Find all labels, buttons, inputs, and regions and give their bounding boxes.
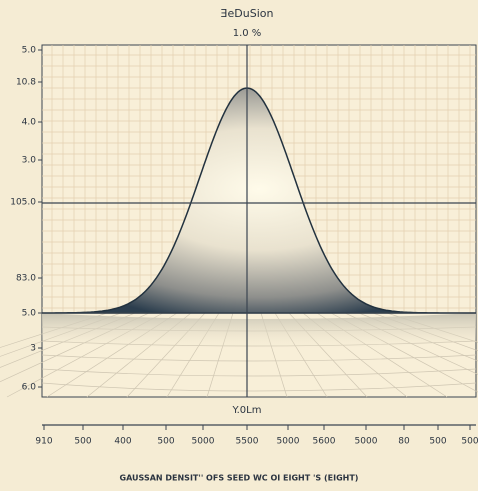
y-tick-label: 3 <box>30 344 36 354</box>
y-tick-label: 5.0 <box>22 46 37 56</box>
y-tick-label: 83.0 <box>16 274 36 284</box>
x-tick-label: 5000 <box>192 437 215 447</box>
floor-line <box>41 382 477 392</box>
x-axis-label: Y.0Lm <box>232 405 262 416</box>
y-tick-label: 4.0 <box>22 118 37 128</box>
x-tick-label: 400 <box>114 437 131 447</box>
y-tick-label: 6.0 <box>22 383 37 393</box>
x-tick-label: 500 <box>74 437 91 447</box>
floor-line <box>41 354 477 362</box>
curve-shadow <box>42 313 476 350</box>
y-tick-label: 3.0 <box>22 156 37 166</box>
x-tick-label: 5000 <box>355 437 378 447</box>
x-tick-label: 5500 <box>236 437 259 447</box>
title: ƎeDuSion <box>221 7 274 20</box>
gaussian-curve <box>42 87 476 314</box>
y-tick-label: 105.0 <box>10 198 36 208</box>
y-tick-label: 10.8 <box>16 78 36 88</box>
x-tick-label: 500 <box>429 437 446 447</box>
y-tick-label: 5.0 <box>22 309 37 319</box>
x-tick-label: 500 <box>461 437 478 447</box>
subtitle: 1.0 % <box>233 28 262 39</box>
x-tick-label: 500 <box>157 437 174 447</box>
floor-line <box>41 368 477 377</box>
x-tick-label: 5600 <box>313 437 336 447</box>
caption: GAUSSAN DENSIT'' OFS SEED WC OI EIGHT 'S… <box>120 474 359 483</box>
x-tick-label: 910 <box>35 437 52 447</box>
x-tick-label: 5000 <box>277 437 300 447</box>
x-tick-label: 80 <box>398 437 410 447</box>
